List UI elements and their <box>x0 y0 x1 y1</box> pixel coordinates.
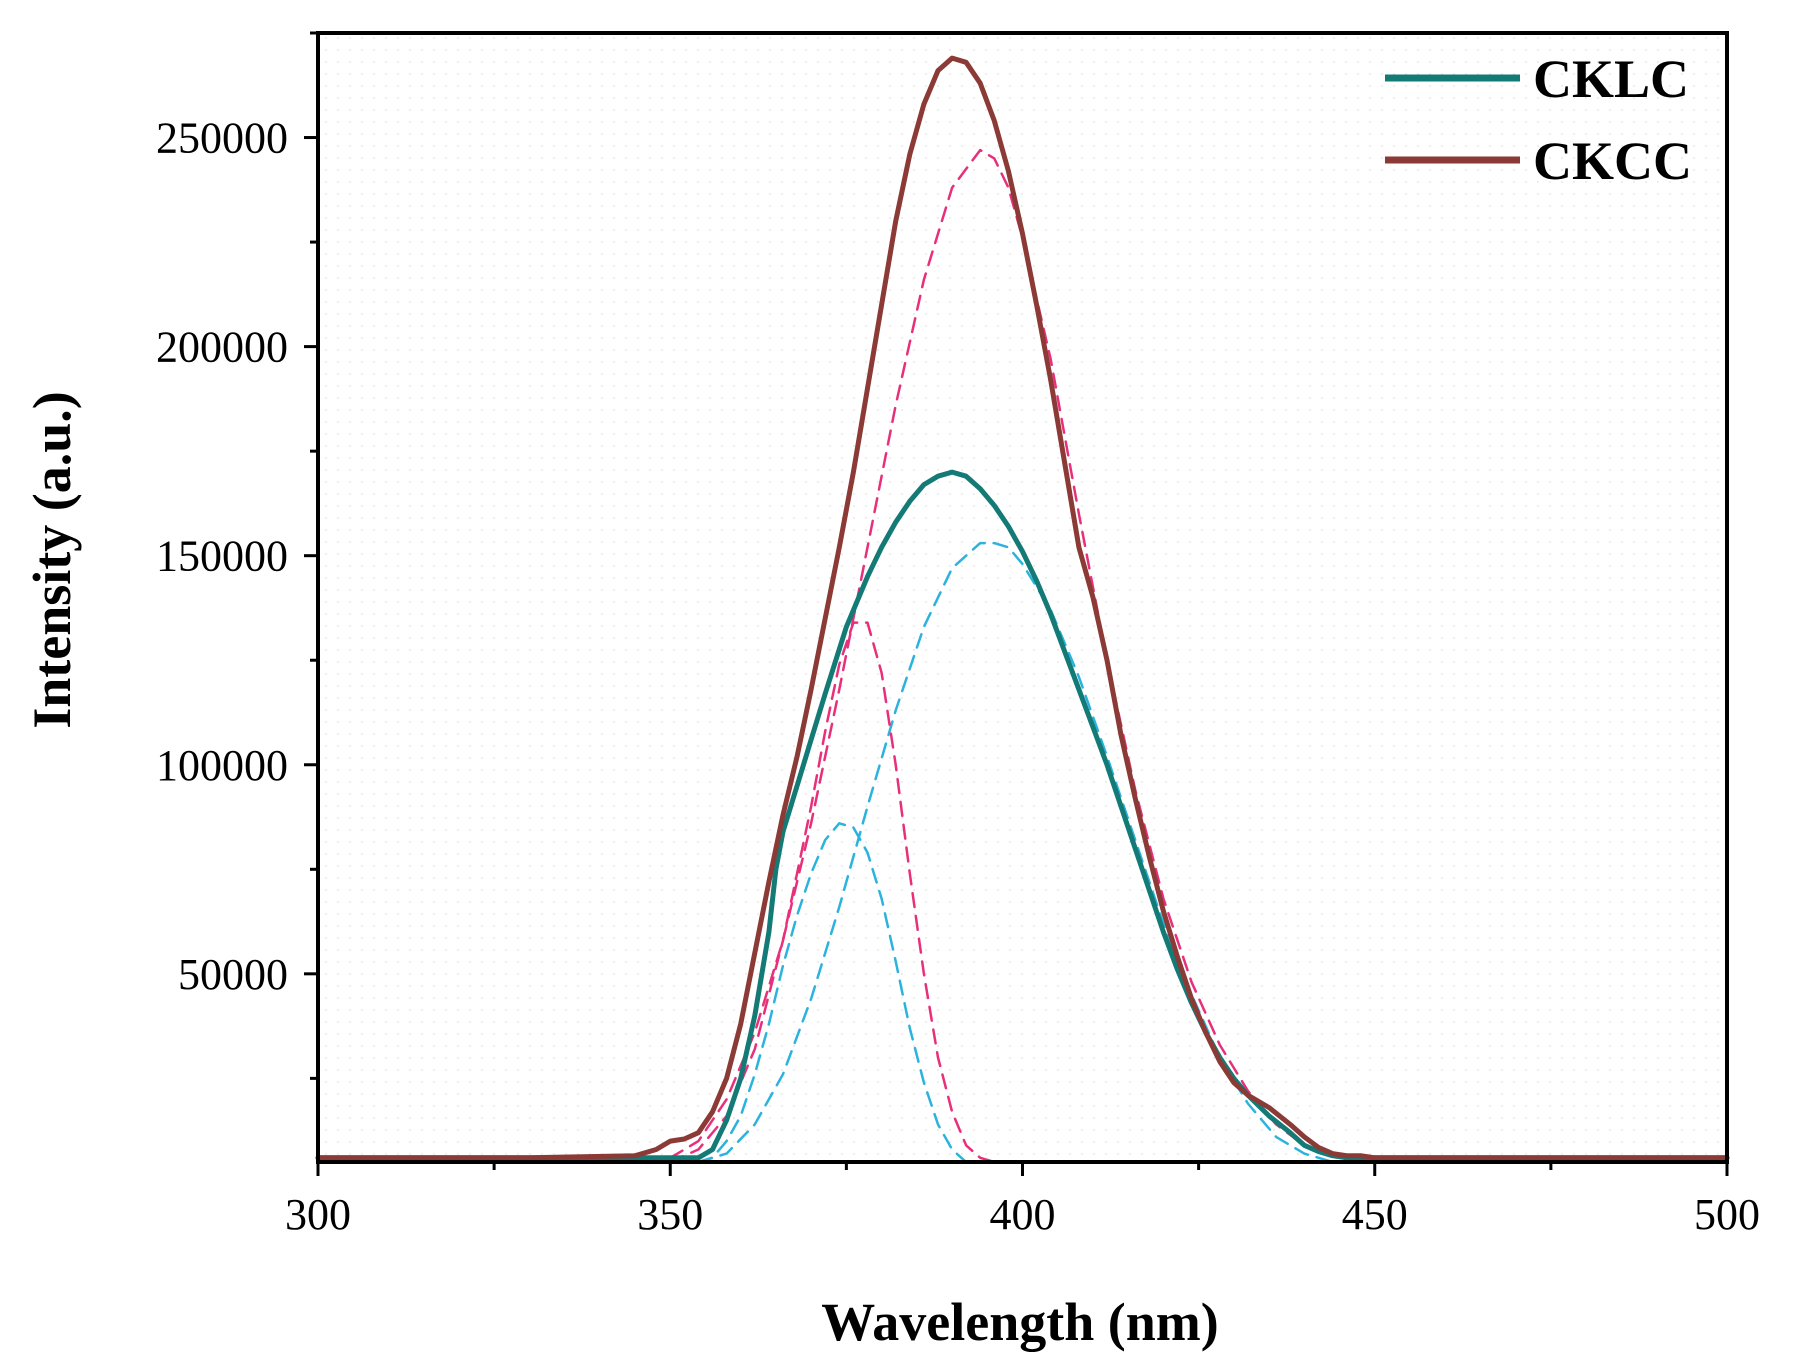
x-tick-label: 500 <box>1694 1190 1760 1239</box>
axes <box>304 31 1729 1176</box>
plot-area-background <box>318 33 1727 1162</box>
y-tick-label: 200000 <box>156 323 288 372</box>
y-axis-title: Intensity (a.u.) <box>22 391 82 729</box>
legend-label-ckcc: CKCC <box>1533 131 1692 191</box>
cklc-line <box>315 469 1730 1161</box>
x-tick-label: 400 <box>990 1190 1056 1239</box>
x-tick-labels: 300 350 400 450 500 <box>285 1190 1760 1239</box>
x-axis-title: Wavelength (nm) <box>821 1292 1219 1352</box>
legend-label-ckl: CKLC <box>1533 49 1689 109</box>
legend: CKLC CKCC <box>1385 49 1692 191</box>
y-tick-label: 50000 <box>178 950 288 999</box>
x-tick-label: 450 <box>1342 1190 1408 1239</box>
ckcc-fit-peak-1-line <box>669 621 1024 1164</box>
y-tick-label: 150000 <box>156 532 288 581</box>
y-tick-label: 250000 <box>156 114 288 163</box>
series-layer <box>315 55 1730 1164</box>
y-tick-label: 100000 <box>156 741 288 790</box>
x-tick-label: 350 <box>637 1190 703 1239</box>
cklc-fit-peak-1-line <box>697 822 968 1164</box>
ckcc-line <box>315 55 1730 1161</box>
cklc-fit-peak-2-line <box>697 541 1348 1164</box>
x-tick-label: 300 <box>285 1190 351 1239</box>
ckcc-fit-peak-2-line <box>669 148 1729 1160</box>
y-tick-labels: 50000 100000 150000 200000 250000 <box>156 114 288 999</box>
